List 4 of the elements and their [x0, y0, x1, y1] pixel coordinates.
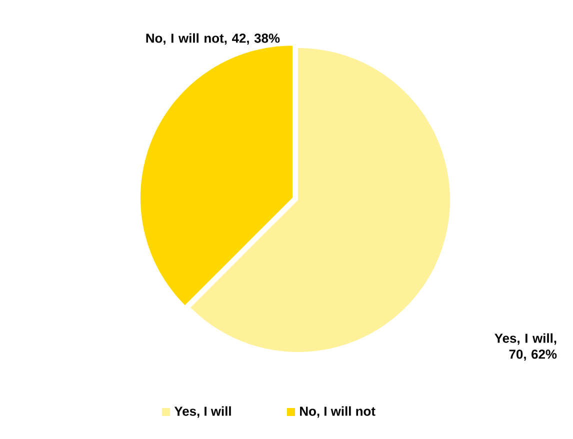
legend-label: No, I will not: [300, 406, 376, 418]
data-label: Yes, I will, 70, 62%: [494, 333, 557, 361]
data-label: No, I will not, 42, 38%: [146, 33, 280, 45]
legend-label: Yes, I will: [174, 406, 231, 418]
